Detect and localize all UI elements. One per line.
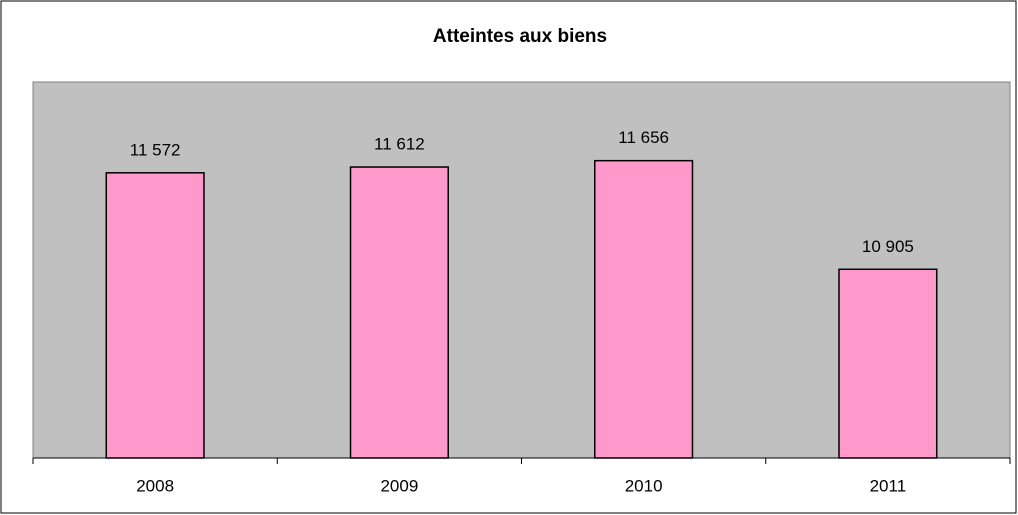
bar: [349, 166, 449, 459]
x-tick-label: 2010: [625, 476, 663, 495]
bar: [838, 268, 938, 459]
chart-title: Atteintes aux biens: [433, 26, 607, 47]
data-label: 11 612: [374, 135, 425, 154]
bar: [594, 159, 694, 459]
x-tick-label: 2011: [870, 476, 907, 495]
x-tick-label: 2009: [380, 476, 418, 495]
data-label: 11 572: [130, 140, 181, 159]
data-label: 10 905: [862, 237, 914, 256]
bar: [105, 172, 205, 459]
x-tick-label: 2008: [136, 476, 174, 495]
data-label: 11 656: [618, 128, 669, 147]
